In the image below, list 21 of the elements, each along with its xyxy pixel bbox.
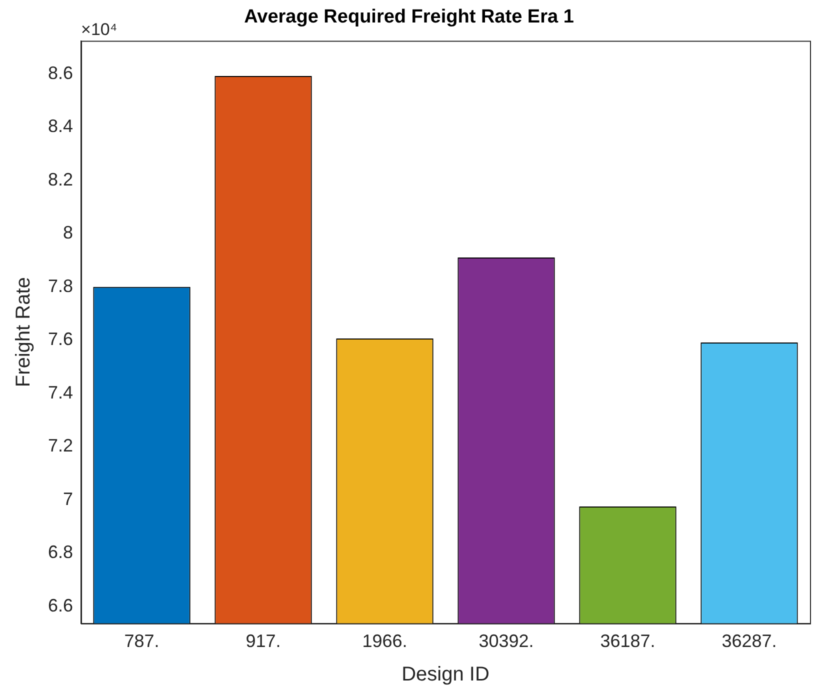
y-tick-label: 8 [63,222,74,243]
y-tick-label: 7.4 [48,382,74,402]
y-tick-label: 7 [63,488,74,509]
y-tick-label: 7.8 [48,276,74,296]
y-tick-label: 8.6 [48,62,74,83]
y-tick-label: 8.2 [48,169,74,190]
x-tick-label: 30392. [478,631,534,652]
x-tick-label: 917. [246,631,281,652]
x-axis-title: Design ID [402,664,490,686]
x-tick-label: 36287. [722,631,777,652]
y-tick-label: 6.8 [48,542,74,562]
y-tick-label: 6.6 [48,595,74,616]
text: ×10⁴ [81,20,118,39]
x-tick-label: 787. [124,631,160,652]
x-tick-label: 36187. [600,631,656,652]
y-tick-label: 7.2 [48,436,74,456]
chart-title: Average Required Freight Rate Era 1 [244,6,574,28]
y-axis-title: Freight Rate [12,277,35,388]
y-tick-label: 8.4 [48,116,74,136]
x-tick-label: 1966. [362,631,408,652]
y-tick-label: 7.6 [48,329,74,350]
